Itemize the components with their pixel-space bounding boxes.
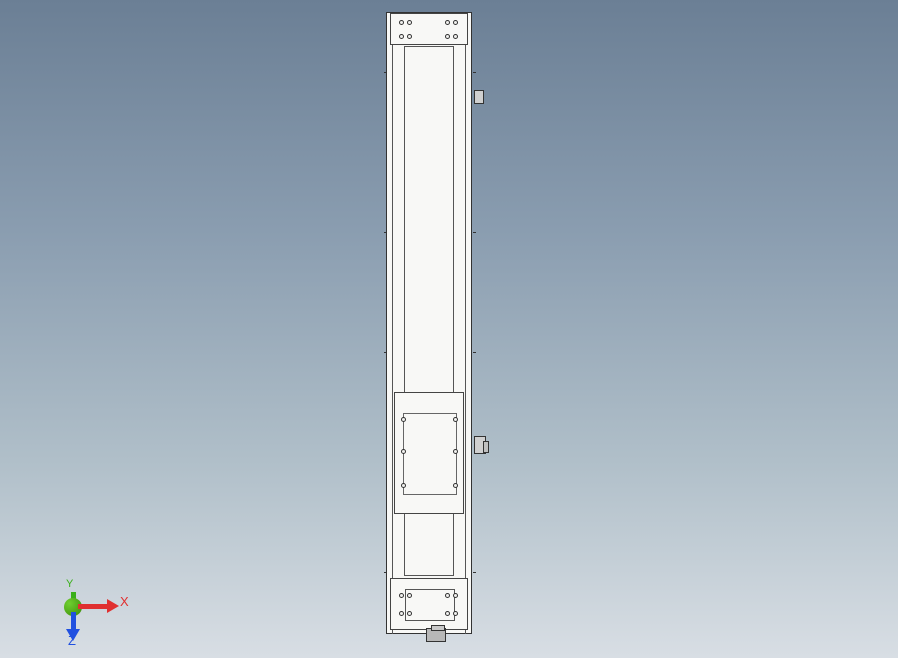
mounting-hole — [399, 593, 404, 598]
carriage-hole — [401, 449, 406, 454]
tick-mark — [384, 572, 387, 573]
mounting-hole — [407, 593, 412, 598]
mounting-hole — [399, 20, 404, 25]
mounting-hole — [399, 34, 404, 39]
x-axis — [78, 604, 110, 609]
mounting-hole — [453, 611, 458, 616]
mounting-hole — [399, 611, 404, 616]
mounting-hole — [453, 34, 458, 39]
body-edge-line — [465, 14, 466, 634]
tick-mark — [473, 72, 476, 73]
carriage-hole — [453, 417, 458, 422]
carriage-hole — [453, 483, 458, 488]
carriage-hole — [453, 449, 458, 454]
y-axis-label: Y — [66, 578, 73, 590]
x-axis-label: X — [120, 594, 129, 609]
mounting-hole — [445, 20, 450, 25]
bottom-end-cap — [390, 578, 468, 630]
top-end-cap — [390, 13, 468, 45]
z-axis-label: Z — [68, 633, 76, 648]
cad-viewport[interactable]: X Z Y — [0, 0, 898, 658]
carriage-plate — [403, 413, 457, 495]
mounting-hole — [407, 34, 412, 39]
coordinate-triad[interactable]: X Z Y — [56, 580, 136, 630]
z-axis — [71, 612, 76, 632]
side-connector-mid — [474, 436, 486, 454]
tick-mark — [473, 352, 476, 353]
tick-mark — [384, 352, 387, 353]
tick-mark — [384, 72, 387, 73]
mounting-hole — [453, 593, 458, 598]
bottom-fixture-connector — [426, 628, 446, 642]
tick-mark — [473, 232, 476, 233]
tick-mark — [473, 572, 476, 573]
cad-model-assembly[interactable] — [386, 12, 474, 634]
mounting-hole — [453, 20, 458, 25]
carriage-hole — [401, 417, 406, 422]
mounting-hole — [445, 34, 450, 39]
mounting-hole — [407, 611, 412, 616]
carriage-block — [394, 392, 464, 514]
side-connector-top — [474, 90, 484, 104]
mounting-hole — [445, 593, 450, 598]
carriage-hole — [401, 483, 406, 488]
tick-mark — [384, 232, 387, 233]
body-edge-line — [392, 14, 393, 634]
mounting-hole — [445, 611, 450, 616]
mounting-hole — [407, 20, 412, 25]
